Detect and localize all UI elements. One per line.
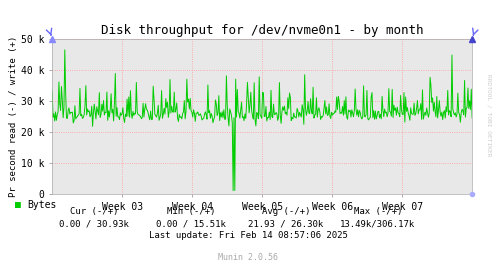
Text: Bytes: Bytes: [27, 200, 57, 210]
Text: 0.00 / 30.93k: 0.00 / 30.93k: [60, 220, 129, 229]
Text: Max (-/+): Max (-/+): [353, 207, 402, 216]
Text: Avg (-/+): Avg (-/+): [261, 207, 310, 216]
Y-axis label: Pr second read (-) / write (+): Pr second read (-) / write (+): [9, 35, 18, 197]
Text: 13.49k/306.17k: 13.49k/306.17k: [340, 220, 415, 229]
Text: Last update: Fri Feb 14 08:57:06 2025: Last update: Fri Feb 14 08:57:06 2025: [149, 231, 348, 240]
Title: Disk throughput for /dev/nvme0n1 - by month: Disk throughput for /dev/nvme0n1 - by mo…: [101, 24, 423, 37]
Text: Cur (-/+): Cur (-/+): [70, 207, 119, 216]
Text: Munin 2.0.56: Munin 2.0.56: [219, 254, 278, 262]
Text: RRDTOOL / TOBI OETIKER: RRDTOOL / TOBI OETIKER: [487, 74, 492, 157]
Text: 0.00 / 15.51k: 0.00 / 15.51k: [157, 220, 226, 229]
Text: ■: ■: [15, 200, 21, 210]
Text: Min (-/+): Min (-/+): [167, 207, 216, 216]
Text: 21.93 / 26.30k: 21.93 / 26.30k: [248, 220, 324, 229]
